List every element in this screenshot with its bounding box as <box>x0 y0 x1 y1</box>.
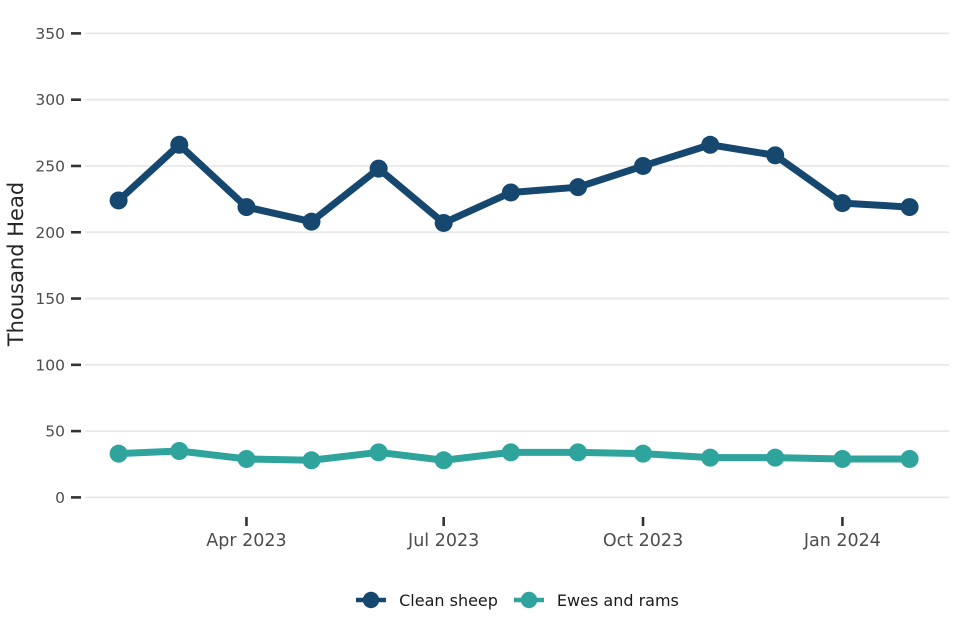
x-tick-label-2023-07: Jul 2023 <box>407 531 479 551</box>
data-point-ewes-and-rams-2024-01 <box>833 449 852 468</box>
x-tick-label-2023-04: Apr 2023 <box>206 531 286 551</box>
y-tick-label-50: 50 <box>45 423 65 441</box>
data-point-ewes-and-rams-2023-05 <box>302 451 321 470</box>
y-tick-label-150: 150 <box>35 290 65 308</box>
data-point-ewes-and-rams-2023-03 <box>170 442 189 461</box>
plot-area: Thousand Head 0 50 100 150 200 250 300 350 Apr 2… <box>4 25 949 551</box>
data-point-ewes-and-rams-2023-08 <box>501 443 520 462</box>
data-point-clean-sheep-2023-05 <box>302 212 321 231</box>
x-tick-label-2023-10: Oct 2023 <box>603 531 683 551</box>
data-point-clean-sheep-2023-04 <box>237 198 256 217</box>
y-tick-label-0: 0 <box>55 489 65 507</box>
legend: Clean sheep Ewes and rams <box>85 590 949 610</box>
data-point-clean-sheep-2023-03 <box>170 135 189 154</box>
ewes-and-rams-line-marker-icon <box>513 591 544 609</box>
legend-item-clean-sheep: Clean sheep <box>355 590 498 610</box>
data-point-clean-sheep-2023-06 <box>369 159 388 178</box>
data-point-clean-sheep-2023-10 <box>634 156 653 175</box>
data-point-clean-sheep-2023-12 <box>766 146 785 165</box>
data-point-clean-sheep-2023-11 <box>701 135 720 154</box>
y-tick-label-250: 250 <box>35 157 65 175</box>
data-point-clean-sheep-2024-02 <box>900 198 919 217</box>
data-point-clean-sheep-2023-09 <box>569 178 588 197</box>
data-point-ewes-and-rams-2023-02 <box>109 444 128 463</box>
clean-sheep-line-marker-icon <box>356 591 387 609</box>
data-point-ewes-and-rams-2023-11 <box>701 448 720 467</box>
legend-label-ewes-and-rams: Ewes and rams <box>556 590 679 610</box>
data-point-ewes-and-rams-2023-12 <box>766 448 785 467</box>
data-point-clean-sheep-2023-08 <box>501 183 520 202</box>
data-point-ewes-and-rams-2023-09 <box>569 443 588 462</box>
data-point-ewes-and-rams-2023-10 <box>634 444 653 463</box>
data-point-clean-sheep-2023-07 <box>434 213 453 232</box>
legend-label-clean-sheep: Clean sheep <box>399 590 498 610</box>
series-line-clean-sheep <box>115 141 914 227</box>
legend-item-ewes-and-rams: Ewes and rams <box>513 590 679 610</box>
data-point-ewes-and-rams-2024-02 <box>900 449 919 468</box>
y-axis-title: Thousand Head <box>4 182 28 347</box>
y-tick-label-300: 300 <box>35 91 65 109</box>
data-point-clean-sheep-2023-02 <box>109 191 128 210</box>
data-point-ewes-and-rams-2023-06 <box>369 443 388 462</box>
data-point-ewes-and-rams-2023-07 <box>434 451 453 470</box>
y-tick-label-350: 350 <box>35 25 65 43</box>
data-point-clean-sheep-2024-01 <box>833 194 852 213</box>
data-point-ewes-and-rams-2023-04 <box>237 449 256 468</box>
y-tick-label-100: 100 <box>35 356 65 374</box>
y-tick-label-200: 200 <box>35 224 65 242</box>
x-tick-label-2024-01: Jan 2024 <box>803 531 881 551</box>
